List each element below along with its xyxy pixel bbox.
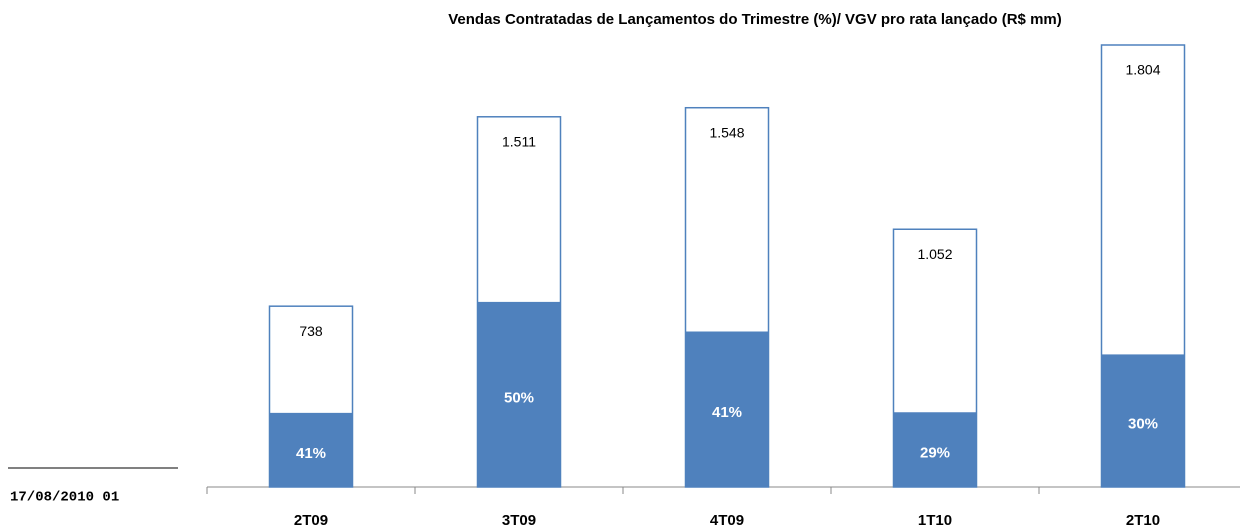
chart-title: Vendas Contratadas de Lançamentos do Tri…: [448, 11, 1062, 28]
share-bar: [269, 412, 353, 487]
x-tick-label: 2T10: [1126, 512, 1160, 529]
value-label: 1.804: [1125, 62, 1160, 78]
share-label: 29%: [920, 445, 950, 462]
value-label: 1.052: [917, 246, 952, 262]
share-bar: [1101, 354, 1185, 487]
share-bar: [685, 331, 769, 487]
x-tick-label: 2T09: [294, 512, 328, 529]
value-label: 1.548: [709, 124, 744, 140]
x-tick-label: 3T09: [502, 512, 536, 529]
x-tick-label: 1T10: [918, 512, 952, 529]
value-label: 1.511: [502, 133, 536, 149]
value-label: 738: [299, 323, 323, 339]
share-label: 50%: [504, 389, 534, 406]
x-tick-label: 4T09: [710, 512, 744, 529]
share-label: 41%: [712, 404, 742, 421]
footer-text: 17/08/2010 01: [10, 490, 119, 506]
share-bar: [477, 301, 561, 487]
share-label: 30%: [1128, 416, 1158, 433]
share-label: 41%: [296, 445, 326, 462]
share-bar: [893, 412, 977, 487]
